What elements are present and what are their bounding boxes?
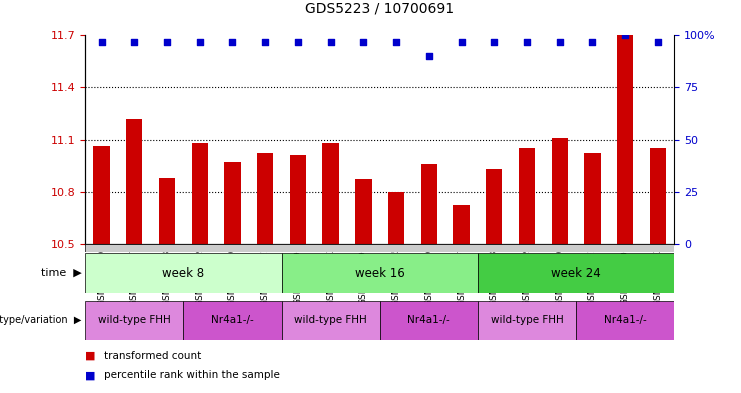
Bar [93,147,110,244]
Bar [225,162,241,244]
Text: wild-type FHH: wild-type FHH [491,315,563,325]
Bar [388,191,405,244]
Bar [282,253,478,293]
Text: Nr4a1-/-: Nr4a1-/- [604,315,647,325]
Bar [192,143,208,244]
Bar [486,169,502,244]
Text: wild-type FHH: wild-type FHH [98,315,170,325]
Point [521,39,533,45]
Point [488,39,500,45]
Bar [257,153,273,244]
Bar [159,178,175,244]
Text: ■: ■ [85,370,96,380]
Text: percentile rank within the sample: percentile rank within the sample [104,370,279,380]
Text: wild-type FHH: wild-type FHH [294,315,367,325]
Point [96,39,107,45]
Text: week 16: week 16 [355,266,405,280]
Point [652,39,664,45]
Bar [290,155,306,244]
Text: week 8: week 8 [162,266,205,280]
Point [554,39,565,45]
Bar [650,148,666,244]
Bar [617,35,634,244]
Text: Nr4a1-/-: Nr4a1-/- [408,315,451,325]
Text: transformed count: transformed count [104,351,201,361]
Text: Nr4a1-/-: Nr4a1-/- [211,315,254,325]
Text: genotype/variation  ▶: genotype/variation ▶ [0,315,82,325]
Point [292,39,304,45]
Text: GDS5223 / 10700691: GDS5223 / 10700691 [305,2,454,16]
Bar [519,148,535,244]
Bar [576,301,674,340]
Bar [453,206,470,244]
Bar [355,180,371,244]
Point [391,39,402,45]
Bar [184,301,282,340]
Bar [380,301,478,340]
Bar [282,301,380,340]
Bar [322,143,339,244]
Point [259,39,271,45]
Bar [585,153,601,244]
Bar [421,164,437,244]
Bar [85,253,282,293]
Bar [126,119,142,244]
Text: ■: ■ [85,351,96,361]
Text: week 24: week 24 [551,266,601,280]
Point [227,39,239,45]
Bar [85,301,184,340]
Point [128,39,140,45]
Text: time  ▶: time ▶ [41,268,82,278]
Point [619,32,631,39]
Point [423,53,435,59]
Point [587,39,599,45]
Point [194,39,206,45]
Bar [551,138,568,244]
Bar [478,253,674,293]
Point [357,39,369,45]
Point [456,39,468,45]
Point [325,39,336,45]
Bar [478,301,576,340]
Point [161,39,173,45]
